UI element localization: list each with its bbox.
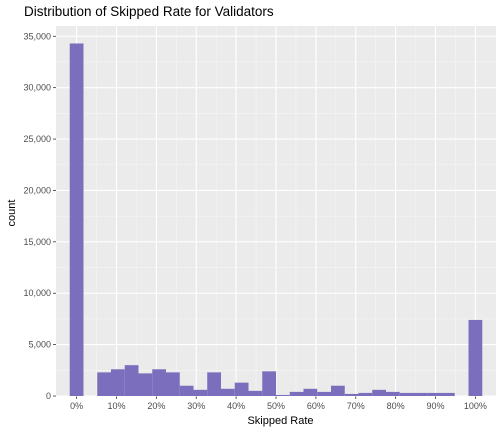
histogram-bar	[386, 391, 400, 396]
x-tick-label: 100%	[464, 401, 487, 411]
histogram-bar	[234, 382, 249, 396]
histogram-bar	[248, 390, 263, 396]
histogram-bar	[179, 385, 194, 396]
histogram-bar	[427, 392, 442, 396]
histogram-bar	[372, 389, 386, 396]
y-tick-label: 20,000	[23, 185, 51, 195]
y-tick-label: 5,000	[28, 340, 51, 350]
histogram-bar	[399, 392, 414, 396]
histogram-bar	[110, 369, 125, 396]
histogram-bar	[358, 392, 373, 396]
chart-title: Distribution of Skipped Rate for Validat…	[24, 4, 274, 19]
histogram-bar	[413, 392, 428, 396]
histogram-bar	[262, 371, 277, 396]
x-tick-label: 50%	[267, 401, 285, 411]
x-tick-label: 0%	[70, 401, 83, 411]
histogram-bar	[344, 393, 359, 396]
histogram-bar	[69, 43, 84, 396]
x-tick-label: 20%	[147, 401, 165, 411]
histogram-bar	[193, 389, 208, 396]
histogram-bar	[468, 319, 483, 396]
histogram-bar	[303, 388, 318, 396]
histogram-bar	[124, 365, 139, 396]
histogram-bar	[275, 394, 290, 396]
histogram-bar	[152, 369, 166, 396]
x-tick-label: 10%	[107, 401, 125, 411]
histogram-bar	[317, 391, 332, 396]
x-tick-label: 90%	[426, 401, 444, 411]
x-tick-label: 40%	[227, 401, 245, 411]
y-tick-label: 30,000	[23, 83, 51, 93]
x-tick-label: 30%	[187, 401, 205, 411]
histogram-bar	[331, 385, 345, 396]
y-tick-label: 10,000	[23, 288, 51, 298]
y-tick-label: 25,000	[23, 134, 51, 144]
x-axis-label: Skipped Rate	[247, 415, 314, 427]
histogram-bar	[207, 372, 221, 396]
histogram-bar	[289, 391, 304, 396]
histogram-bar	[97, 372, 112, 396]
x-tick-label: 60%	[307, 401, 325, 411]
x-tick-label: 70%	[347, 401, 365, 411]
histogram-bar	[138, 373, 153, 396]
y-tick-label: 35,000	[23, 31, 51, 41]
y-axis-label: count	[6, 199, 18, 227]
y-tick-label: 15,000	[23, 237, 51, 247]
x-tick-label: 80%	[387, 401, 405, 411]
y-tick-label: 0	[46, 391, 51, 401]
histogram-bar	[220, 388, 235, 396]
histogram-bar	[166, 372, 180, 396]
histogram-bar	[440, 392, 455, 396]
